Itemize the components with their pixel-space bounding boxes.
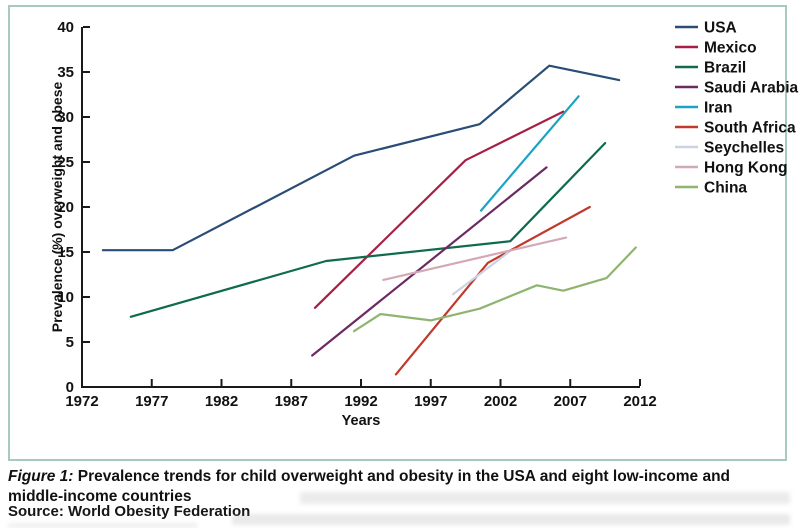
legend-label-usa: USA (704, 20, 737, 37)
x-tick-label-1987: 1987 (275, 393, 308, 410)
x-tick-label-2012: 2012 (623, 393, 656, 410)
legend-label-saudi-arabia: Saudi Arabia (704, 80, 799, 97)
legend-label-brazil: Brazil (704, 60, 746, 77)
y-tick-label-20: 20 (57, 199, 74, 216)
y-tick-label-10: 10 (57, 289, 74, 306)
y-tick-label-15: 15 (57, 244, 74, 261)
series-line-south-africa (394, 205, 591, 376)
blurred-text-region (232, 514, 790, 525)
legend-label-china: China (704, 180, 747, 197)
blurred-text-region (8, 523, 198, 528)
prevalence-trend-chart: 0 5 10 15 20 25 30 35 40 1972 1977 1982 1987 1992 1997… (49, 19, 799, 429)
figure-panel: 0 5 10 15 20 25 30 35 40 1972 1977 1982 1987 1992 1997… (8, 5, 799, 461)
series-line-saudi-arabia (311, 166, 548, 357)
y-tick-label-0: 0 (66, 379, 74, 396)
y-tick-label-40: 40 (57, 19, 74, 36)
series-line-iran (479, 95, 580, 212)
y-tick-label-25: 25 (57, 154, 74, 171)
figure-number-label: Figure 1: (8, 468, 74, 485)
legend-label-mexico: Mexico (704, 40, 757, 57)
x-tick-label-1992: 1992 (344, 393, 377, 410)
series-line-china (352, 246, 637, 333)
legend-label-south-africa: South Africa (704, 120, 796, 137)
figure-caption-text: Prevalence trends for child overweight a… (8, 468, 731, 505)
x-tick-label-1997: 1997 (414, 393, 447, 410)
series-line-brazil (129, 142, 607, 318)
x-tick-label-2002: 2002 (484, 393, 517, 410)
figure-caption: Figure 1: Prevalence trends for child ov… (8, 467, 732, 507)
y-tick-label-30: 30 (57, 109, 74, 126)
x-tick-label-1982: 1982 (205, 393, 238, 410)
y-axis-label: Prevalence (%) overweight and obese (49, 82, 65, 333)
series-line-mexico (313, 110, 565, 309)
x-tick-label-1972: 1972 (65, 393, 98, 410)
y-tick-label-5: 5 (66, 334, 74, 351)
x-tick-label-1977: 1977 (135, 393, 168, 410)
legend-label-iran: Iran (704, 100, 732, 117)
y-tick-label-35: 35 (57, 64, 74, 81)
source-text: Source: World Obesity Federation (8, 503, 251, 520)
legend-label-hong-kong: Hong Kong (704, 160, 788, 177)
x-tick-label-2007: 2007 (554, 393, 587, 410)
series-line-hong-kong (382, 236, 568, 281)
series-line-usa (101, 64, 621, 252)
blurred-text-region (300, 492, 790, 504)
legend-label-seychelles: Seychelles (704, 140, 784, 157)
axes (81, 27, 640, 388)
series-line-seychelles (452, 250, 510, 296)
x-axis-label: Years (342, 413, 381, 429)
